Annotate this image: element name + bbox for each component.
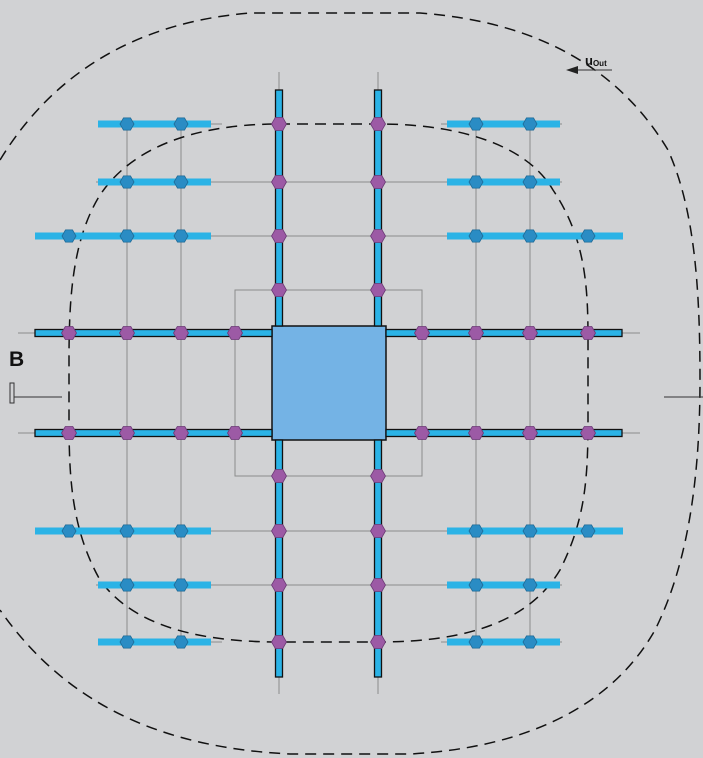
rail-left-lower xyxy=(34,428,273,438)
hexagon-stud-icon xyxy=(468,117,484,131)
rail-bottom-right xyxy=(373,439,383,678)
hexagon-stud-icon xyxy=(227,326,243,340)
hexagon-stud-icon xyxy=(119,524,135,538)
corner-rail xyxy=(447,638,560,646)
hexagon-stud-icon xyxy=(119,326,135,340)
hexagon-stud-icon xyxy=(271,524,287,538)
outer-perimeter-label: uOut xyxy=(566,53,612,74)
main-studs xyxy=(61,117,596,649)
hexagon-stud-icon xyxy=(119,175,135,189)
hexagon-stud-icon xyxy=(468,229,484,243)
vertical-rails xyxy=(274,89,383,678)
outer-perimeter xyxy=(0,12,701,755)
hexagon-stud-icon xyxy=(580,326,596,340)
hexagon-stud-icon xyxy=(173,229,189,243)
hexagon-stud-icon xyxy=(119,578,135,592)
hexagon-stud-icon xyxy=(468,175,484,189)
section-label: B xyxy=(9,348,24,371)
hexagon-stud-icon xyxy=(173,635,189,649)
hexagon-stud-icon xyxy=(119,426,135,440)
hexagon-stud-icon xyxy=(271,635,287,649)
corner-rail xyxy=(447,581,560,589)
hexagon-stud-icon xyxy=(119,229,135,243)
hexagon-stud-icon xyxy=(370,469,386,483)
hexagon-stud-icon xyxy=(119,117,135,131)
corner-rail xyxy=(98,638,211,646)
section-cut-icon xyxy=(9,382,15,404)
horizontal-rails xyxy=(34,328,623,438)
hexagon-stud-icon xyxy=(370,635,386,649)
section-cut-left: B xyxy=(9,348,62,404)
hexagon-stud-icon xyxy=(271,578,287,592)
rail-top-right xyxy=(373,89,383,327)
hexagon-stud-icon xyxy=(414,326,430,340)
hexagon-stud-icon xyxy=(173,175,189,189)
hexagon-stud-icon xyxy=(522,175,538,189)
hexagon-stud-icon xyxy=(271,175,287,189)
corner-rail xyxy=(98,581,211,589)
outer-perimeter-letter: u xyxy=(585,53,593,68)
hexagon-stud-icon xyxy=(522,578,538,592)
hexagon-stud-icon xyxy=(468,578,484,592)
rail-left-upper xyxy=(34,328,273,338)
outer-perimeter-symbol: uOut xyxy=(585,53,607,68)
hexagon-stud-icon xyxy=(580,524,596,538)
rail-top-left xyxy=(274,89,284,327)
hexagon-stud-icon xyxy=(173,117,189,131)
hexagon-stud-icon xyxy=(61,326,77,340)
hexagon-stud-icon xyxy=(522,117,538,131)
corner-rail xyxy=(447,178,560,186)
rail-right-lower xyxy=(385,428,623,438)
hexagon-stud-icon xyxy=(61,229,77,243)
hexagon-stud-icon xyxy=(173,326,189,340)
hexagon-stud-icon xyxy=(173,578,189,592)
hexagon-stud-icon xyxy=(370,175,386,189)
hexagon-stud-icon xyxy=(173,524,189,538)
hexagon-stud-icon xyxy=(580,426,596,440)
corner-rail xyxy=(98,120,211,128)
rail-bottom-left xyxy=(274,439,284,678)
hexagon-stud-icon xyxy=(522,524,538,538)
column xyxy=(271,325,387,441)
hexagon-stud-icon xyxy=(61,524,77,538)
hexagon-stud-icon xyxy=(271,469,287,483)
hexagon-stud-icon xyxy=(468,326,484,340)
hexagon-stud-icon xyxy=(522,426,538,440)
hexagon-stud-icon xyxy=(271,283,287,297)
hexagon-stud-icon xyxy=(522,635,538,649)
hexagon-stud-icon xyxy=(522,229,538,243)
hexagon-stud-icon xyxy=(370,578,386,592)
hexagon-stud-icon xyxy=(61,426,77,440)
hexagon-stud-icon xyxy=(468,635,484,649)
outer-perimeter-subscript: Out xyxy=(593,59,607,68)
hexagon-stud-icon xyxy=(370,283,386,297)
hexagon-stud-icon xyxy=(271,117,287,131)
hexagon-stud-icon xyxy=(227,426,243,440)
hexagon-stud-icon xyxy=(522,326,538,340)
hexagon-stud-icon xyxy=(173,426,189,440)
hexagon-stud-icon xyxy=(271,229,287,243)
hexagon-stud-icon xyxy=(370,524,386,538)
corner-rail xyxy=(447,120,560,128)
rail-right-upper xyxy=(385,328,623,338)
hexagon-stud-icon xyxy=(370,117,386,131)
corner-rail xyxy=(98,178,211,186)
hexagon-stud-icon xyxy=(468,426,484,440)
corner-studs xyxy=(61,117,596,649)
hexagon-stud-icon xyxy=(580,229,596,243)
arrow-left-icon xyxy=(566,66,578,74)
hexagon-stud-icon xyxy=(370,229,386,243)
hexagon-stud-icon xyxy=(414,426,430,440)
hexagon-stud-icon xyxy=(468,524,484,538)
hexagon-stud-icon xyxy=(119,635,135,649)
